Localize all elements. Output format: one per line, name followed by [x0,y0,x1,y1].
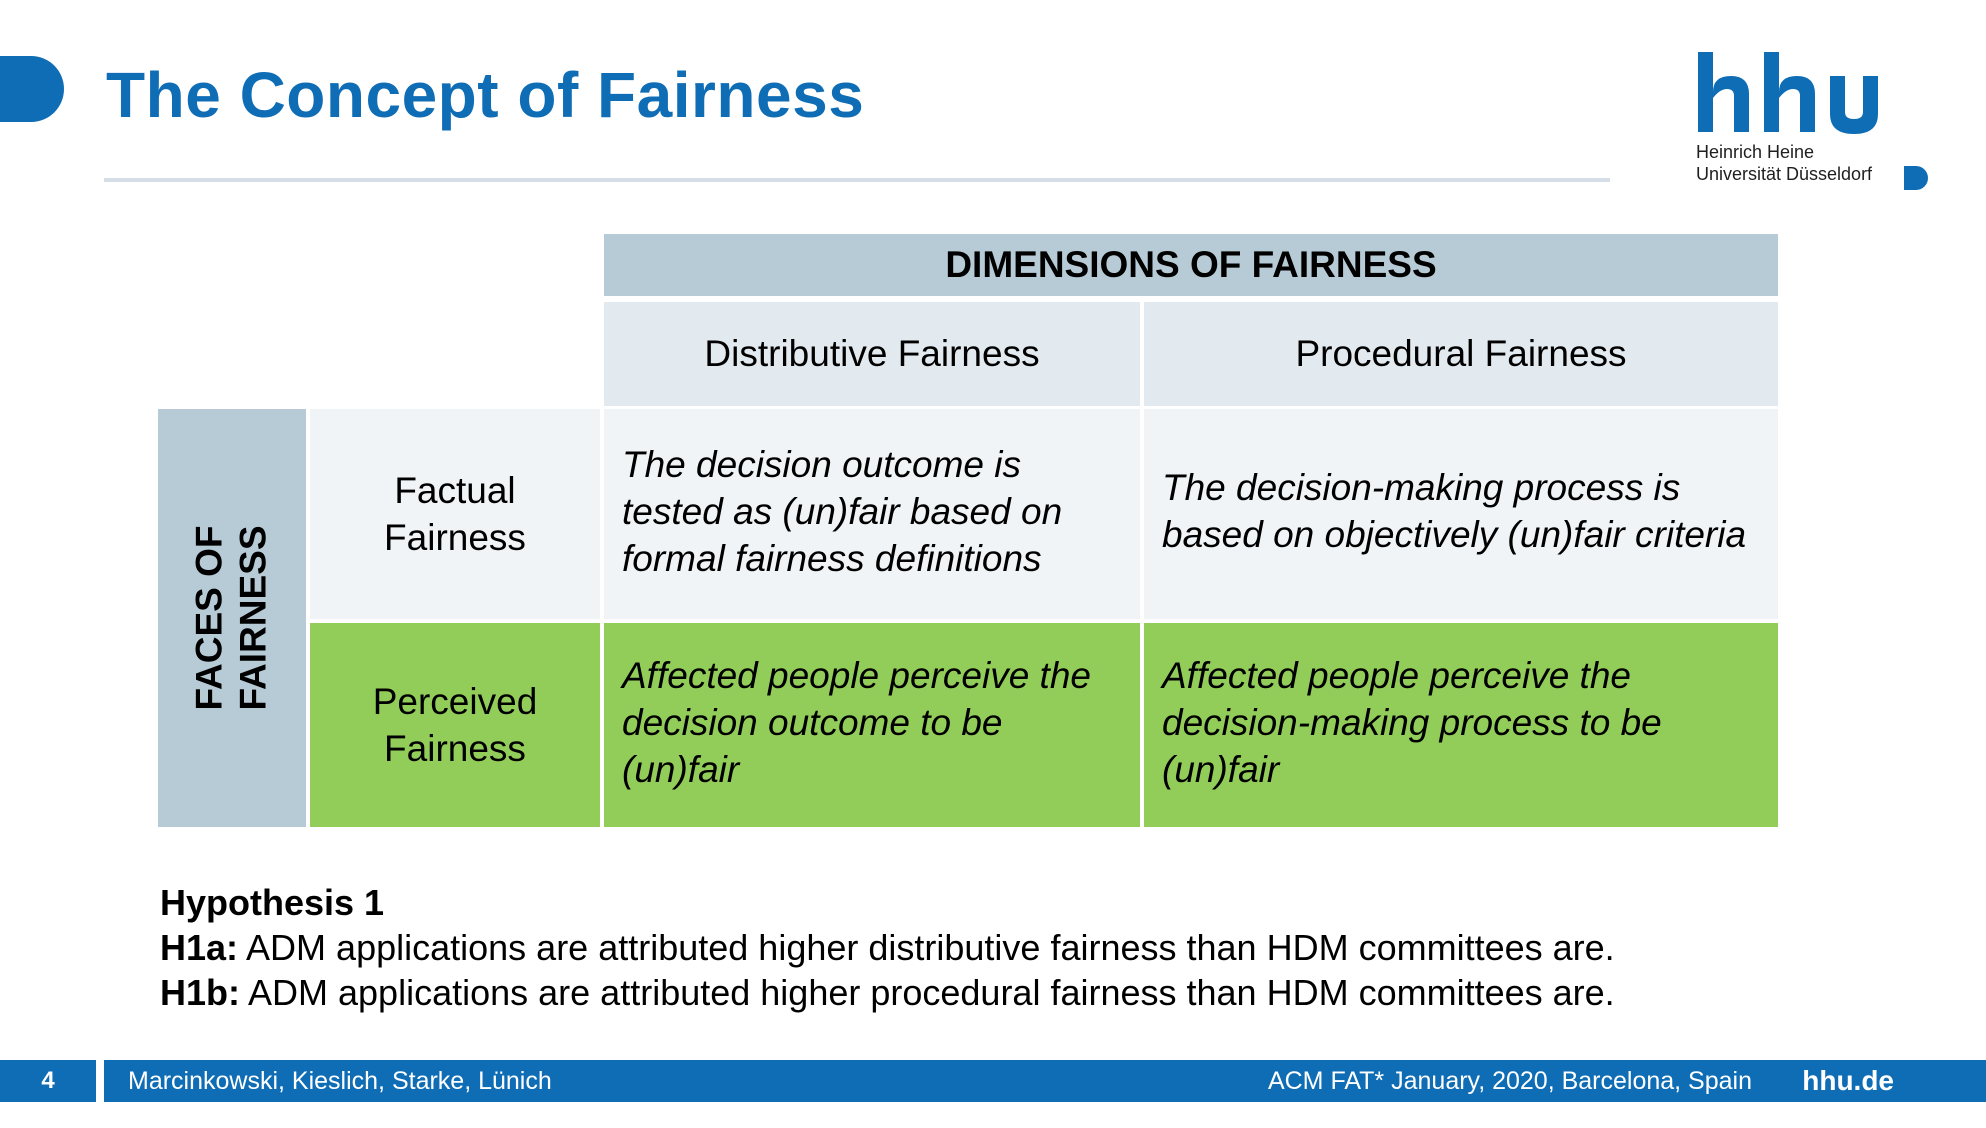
footer-bar [0,1060,1986,1102]
footer-conference: ACM FAT* January, 2020, Barcelona, Spain [1267,1066,1752,1095]
row-header-perceived: Perceived Fairness [310,623,600,827]
cell-perceived-procedural-text: Affected people perceive the decision-ma… [1162,654,1662,790]
footer-site-link[interactable]: hhu.de [1802,1065,1894,1096]
cell-perceived-distributive-text: Affected people perceive the decision ou… [622,654,1091,790]
cell-perceived-distributive: Affected people perceive the decision ou… [604,623,1140,827]
faces-header-line1: FACES OF [189,525,231,711]
faces-header-text: FACES OF FAIRNESS [188,525,276,710]
row-header-perceived-line2: Fairness [384,728,526,769]
corner-tab-shape [0,56,64,122]
faces-header-line2: FAIRNESS [233,525,275,711]
row-header-factual-line1: Factual [394,470,516,511]
cell-factual-distributive: The decision outcome is tested as (un)fa… [604,409,1140,619]
hypothesis-h1a-label: H1a: [160,927,239,968]
hhu-logo: Heinrich Heine Universität Düsseldorf [1694,52,1934,192]
faces-header: FACES OF FAIRNESS [158,409,306,827]
cell-factual-distributive-text: The decision outcome is tested as (un)fa… [622,443,1063,579]
footer-separator [96,1060,104,1102]
cell-factual-procedural: The decision-making process is based on … [1144,409,1778,619]
hypothesis-h1a: H1a: ADM applications are attributed hig… [160,927,1615,969]
row-header-factual-line2: Fairness [384,517,526,558]
hypothesis-h1b-label: H1b: [160,972,240,1013]
footer-page-number: 4 [41,1067,55,1094]
hypothesis-h1a-text: ADM applications are attributed higher d… [238,927,1615,968]
hypothesis-h1b-text: ADM applications are attributed higher p… [240,972,1615,1013]
logo-d-mark-icon [1904,166,1928,190]
dimensions-header: DIMENSIONS OF FAIRNESS [604,234,1778,296]
title-divider [104,178,1610,182]
footer-authors: Marcinkowski, Kieslich, Starke, Lünich [128,1066,552,1095]
slide-title: The Concept of Fairness [106,59,865,131]
hhu-logo-mark-icon [1698,52,1878,134]
row-header-perceived-line1: Perceived [372,681,538,722]
hypothesis-title: Hypothesis 1 [160,882,385,923]
logo-text-line1: Heinrich Heine [1696,142,1815,162]
cell-factual-procedural-text: The decision-making process is based on … [1162,467,1747,555]
column-header-procedural: Procedural Fairness [1144,302,1778,406]
logo-text-line2: Universität Düsseldorf [1696,164,1873,184]
cell-perceived-procedural: Affected people perceive the decision-ma… [1144,623,1778,827]
row-header-factual: Factual Fairness [310,409,600,619]
column-header-distributive: Distributive Fairness [604,302,1140,406]
hypothesis-h1b: H1b: ADM applications are attributed hig… [160,972,1615,1014]
